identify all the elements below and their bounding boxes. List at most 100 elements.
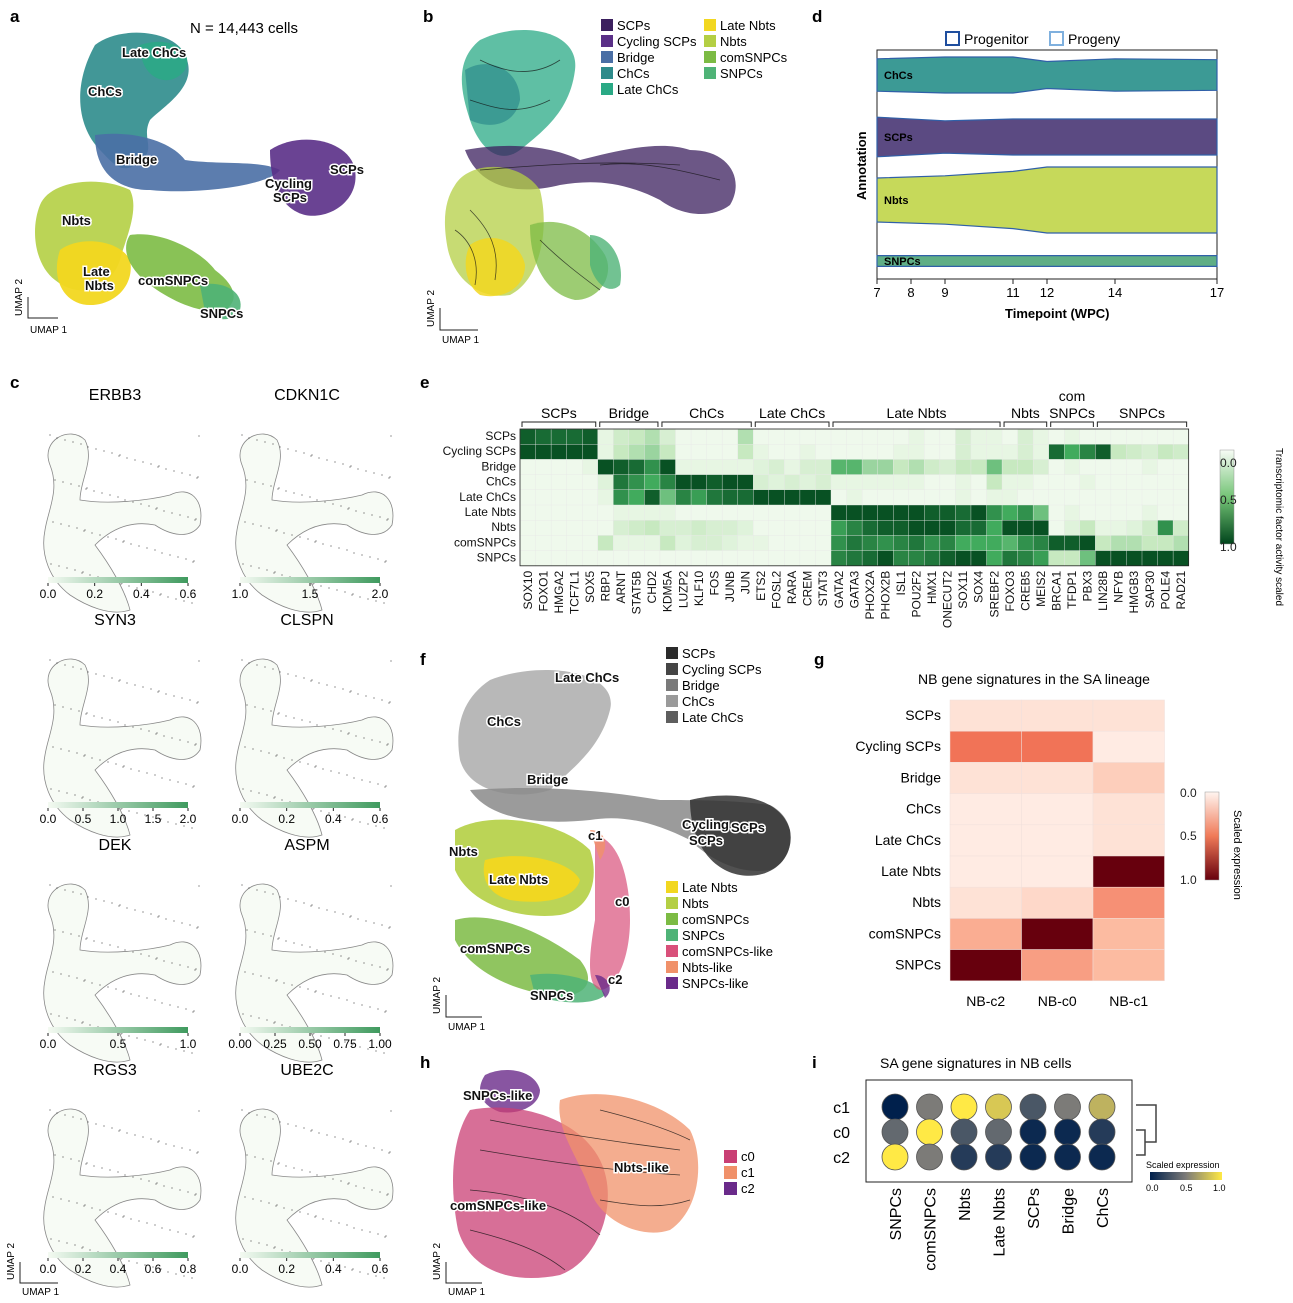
legend-progenitor-swatch: [945, 31, 960, 46]
label-cycling: Cycling: [265, 176, 312, 191]
heatmap-cell: [737, 520, 754, 536]
heatmap-cell: [535, 489, 552, 506]
heatmap-cell: [1048, 444, 1065, 460]
xtick-label: 9: [941, 285, 948, 300]
colorbar-tick: 0.0: [40, 1037, 57, 1051]
heatmap-cell: [582, 474, 599, 491]
gene-umap: [43, 433, 202, 613]
column-label: MEIS2: [1034, 570, 1048, 606]
panel-h-umap: [453, 1070, 699, 1278]
heatmap-cell: [1110, 504, 1127, 521]
heatmap-cell: [519, 504, 536, 521]
row-label: c0: [833, 1125, 850, 1142]
heatmap-cell: [846, 474, 863, 491]
xtick-label: 12: [1040, 285, 1054, 300]
gene-title: UBE2C: [280, 1062, 333, 1079]
heatmap-cell: [1172, 535, 1190, 552]
heatmap-cell: [1110, 535, 1127, 552]
heatmap-cell: [582, 428, 599, 445]
panel-letter-g: g: [814, 650, 824, 669]
panel-h: h SNPCs-like Nbts-like comSNPCs-like c0 …: [420, 1053, 755, 1298]
heatmap-cell: [1110, 474, 1127, 491]
row-label: Late Nbts: [881, 863, 941, 879]
row-label: Late ChCs: [875, 832, 941, 848]
heatmap-cell: [908, 474, 925, 491]
dot: [950, 1143, 978, 1171]
colorbar: [240, 577, 380, 583]
heatmap-cell: [535, 474, 552, 491]
heatmap-cell: [939, 459, 956, 475]
heatmap-cell: [566, 428, 583, 445]
heatmap-cell: [1092, 730, 1165, 763]
row-label: Bridge: [901, 769, 942, 785]
colorbar-tick: 0.50: [298, 1037, 322, 1051]
heatmap-cell: [768, 520, 785, 536]
panel-i-colorbar: Scaled expression 0.0 0.5 1.0: [1146, 1160, 1226, 1193]
legend-swatch: [666, 695, 678, 707]
heatmap-cell: [659, 428, 676, 445]
stream-label: SNPCs: [884, 256, 921, 268]
panel-h-axes: UMAP 1 UMAP 2: [432, 1243, 485, 1298]
heatmap-cell: [861, 550, 879, 567]
group-label: Bridge: [609, 405, 650, 421]
column-label: ETS2: [754, 570, 768, 600]
panel-c-axes: UMAP 1 UMAP 2: [6, 1243, 59, 1298]
heatmap-cell: [1017, 459, 1034, 475]
heatmap-cell: [1126, 428, 1143, 445]
heatmap-cell: [628, 504, 645, 521]
panel-i: i SA gene signatures in NB cells c1c0c2 …: [812, 1053, 1226, 1271]
panel-e-group-labels: SCPs Bridge ChCs Late ChCs Late Nbts Nbts SNPC…: [521, 388, 1188, 427]
heatmap-cell: [784, 474, 801, 491]
column-label: STAT3: [816, 570, 830, 606]
panel-e: e SCPs Bridge ChCs Late ChCs Late Nbts Nbts SN…: [420, 373, 1284, 628]
legend-label: Late Nbts: [720, 18, 776, 33]
column-label: ISL1: [894, 570, 908, 595]
panel-f-legend-bottom: Late Nbts Nbts comSNPCs SNPCs comSNPCs-l…: [666, 880, 773, 991]
heatmap-cell: [628, 459, 645, 475]
heatmap-cell: [690, 459, 707, 475]
heatmap-cell: [675, 489, 692, 506]
legend-label: c2: [741, 1181, 755, 1196]
heatmap-cell: [628, 489, 645, 506]
umap1-label: UMAP 1: [448, 1022, 485, 1033]
dot: [950, 1118, 978, 1146]
heatmap-cell: [721, 444, 739, 460]
heatmap-cell: [1126, 489, 1143, 506]
heatmap-cell: [597, 428, 614, 445]
dot: [916, 1143, 943, 1171]
colorbar-tick: 0.2: [75, 1262, 92, 1276]
heatmap-cell: [535, 444, 552, 460]
heatmap-cell: [675, 444, 692, 460]
gene-title: CLSPN: [280, 612, 333, 629]
heatmap-cell: [861, 474, 879, 491]
heatmap-cell: [519, 489, 536, 506]
colorbar-tick: 0.4: [325, 1262, 342, 1276]
label-late: Late: [83, 264, 110, 279]
legend-swatch: [666, 913, 678, 925]
heatmap-cell: [949, 793, 1022, 826]
heatmap-cell: [768, 535, 785, 552]
heatmap-cell: [1095, 459, 1112, 475]
column-label: ONECUT2: [941, 570, 955, 628]
heatmap-cell: [1141, 550, 1158, 567]
xtick-label: 14: [1108, 285, 1122, 300]
heatmap-cell: [706, 535, 723, 552]
heatmap-cell: [582, 444, 599, 460]
colorbar-tick: 0.2: [278, 1262, 295, 1276]
heatmap-cell: [970, 459, 987, 475]
heatmap-cell: [1079, 428, 1096, 445]
heatmap-cell: [1048, 489, 1065, 506]
heatmap-cell: [939, 550, 956, 567]
heatmap-cell: [768, 474, 785, 491]
heatmap-cell: [690, 444, 707, 460]
gene-umap: [43, 1108, 202, 1288]
group-label: SCPs: [541, 405, 577, 421]
heatmap-cell: [939, 474, 956, 491]
heatmap-cell: [893, 474, 910, 491]
heatmap-cell: [1126, 550, 1143, 567]
column-label: SOX11: [956, 570, 970, 608]
heatmap-cell: [768, 444, 785, 460]
heatmap-cell: [721, 520, 739, 536]
heatmap-cell: [799, 489, 816, 506]
dot: [1054, 1118, 1081, 1146]
